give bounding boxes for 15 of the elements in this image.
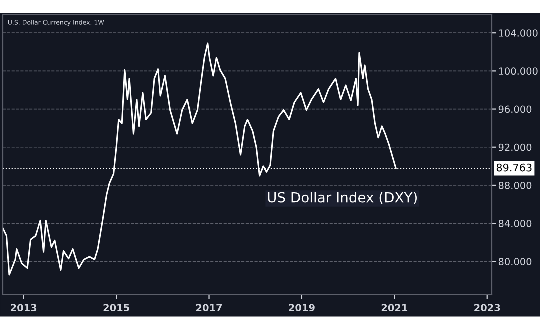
y-tick-label: 88.000 [498, 182, 532, 190]
x-tick-label: 2015 [104, 304, 130, 312]
y-tick-label: 100.000 [499, 68, 538, 76]
ref-line-label: 89.763 [496, 164, 532, 172]
x-tick-label: 2019 [289, 304, 315, 312]
y-tick-label: 96.000 [498, 106, 532, 114]
x-tick-label: 2021 [382, 304, 408, 312]
y-tick-label: 80.000 [498, 258, 532, 266]
y-tick-label: 84.000 [498, 220, 532, 228]
x-tick-label: 2013 [11, 304, 37, 312]
y-tick-label: 104.000 [499, 30, 538, 37]
annotation: US Dollar Index (DXY) [268, 192, 417, 204]
x-tick-label: 2017 [196, 304, 222, 312]
y-tick-label: 92.000 [498, 144, 532, 152]
x-tick-label: 2023 [474, 304, 500, 312]
